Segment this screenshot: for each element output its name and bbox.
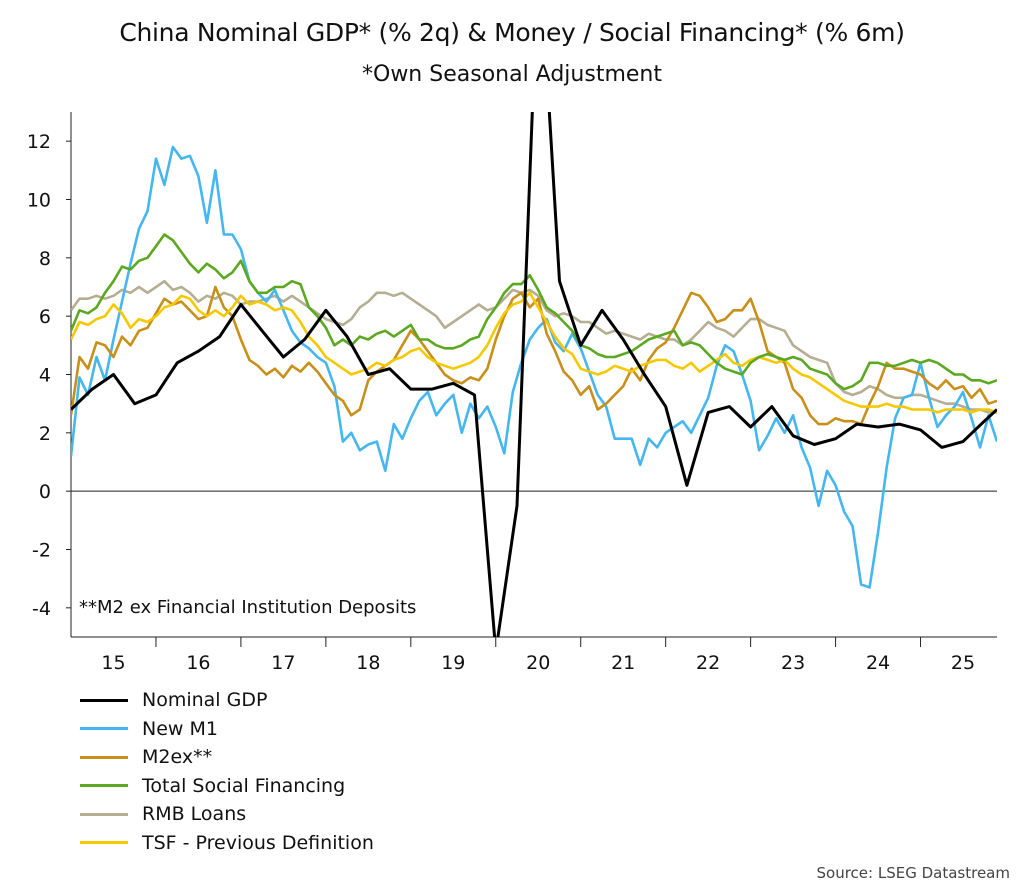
legend-swatch [80, 727, 128, 731]
x-tick-label: 20 [526, 652, 550, 674]
legend-swatch [80, 698, 128, 702]
source-note: Source: LSEG Datastream [816, 864, 1010, 882]
y-tick-label: -2 [32, 540, 51, 562]
series-line-nominal-gdp [71, 112, 997, 637]
legend-item: M2ex** [80, 743, 374, 772]
series-layer [71, 112, 997, 637]
legend-label: TSF - Previous Definition [142, 831, 374, 854]
x-tick-label: 16 [186, 652, 210, 674]
legend-label: Nominal GDP [142, 689, 268, 712]
x-tick-label: 17 [271, 652, 295, 674]
legend-item: RMB Loans [80, 800, 374, 829]
legend-label: New M1 [142, 717, 218, 740]
y-tick-label: 12 [27, 131, 51, 153]
legend-swatch [80, 812, 128, 816]
x-tick-label: 21 [611, 652, 635, 674]
x-tick-label: 25 [951, 652, 975, 674]
x-tick-label: 22 [696, 652, 720, 674]
legend-label: Total Social Financing [142, 774, 346, 797]
legend-item: New M1 [80, 715, 374, 744]
legend-swatch [80, 784, 128, 788]
y-tick-label: 0 [39, 481, 51, 503]
legend-swatch [80, 841, 128, 845]
y-tick-label: -4 [32, 598, 51, 620]
y-tick-label: 10 [27, 190, 51, 212]
chart-title: China Nominal GDP* (% 2q) & Money / Soci… [119, 18, 905, 47]
series-line-tsf-previous-definition [71, 291, 997, 414]
x-tick-label: 19 [441, 652, 465, 674]
y-tick-label: 6 [39, 306, 51, 328]
legend-item: Nominal GDP [80, 686, 374, 715]
series-line-rmb-loans [71, 279, 997, 414]
y-tick-label: 2 [39, 423, 51, 445]
legend-label: M2ex** [142, 746, 213, 769]
legend: Nominal GDP New M1 M2ex** Total Social Fina… [80, 686, 374, 857]
series-line-new-m1 [71, 145, 997, 589]
series-line-m2ex [71, 285, 997, 426]
legend-item: TSF - Previous Definition [80, 829, 374, 858]
legend-swatch [80, 755, 128, 759]
x-tick-label: 18 [356, 652, 380, 674]
chart-subtitle: *Own Seasonal Adjustment [362, 62, 662, 87]
series-line-total-social-financing [71, 233, 997, 391]
x-tick-label: 24 [866, 652, 890, 674]
chart-annotation: **M2 ex Financial Institution Deposits [79, 597, 416, 618]
x-tick-label: 23 [781, 652, 805, 674]
x-tick-label: 15 [101, 652, 125, 674]
legend-label: RMB Loans [142, 803, 247, 826]
y-tick-label: 8 [39, 248, 51, 270]
legend-item: Total Social Financing [80, 772, 374, 801]
y-tick-label: 4 [39, 365, 51, 387]
